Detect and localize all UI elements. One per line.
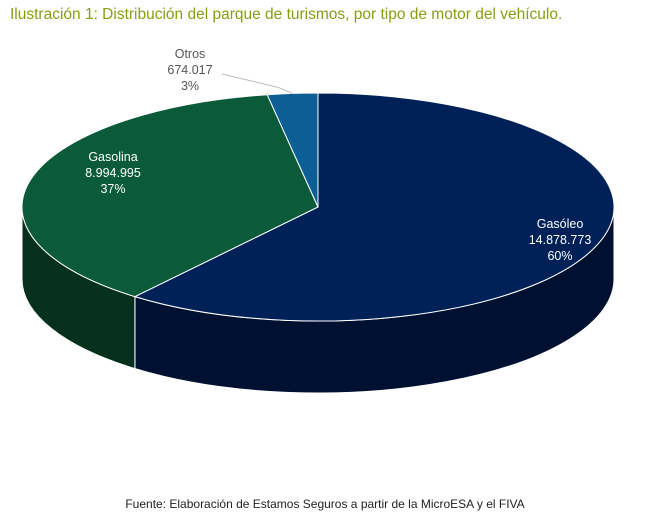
pie-tops: [21, 92, 615, 322]
source-note: Fuente: Elaboración de Estamos Seguros a…: [125, 497, 525, 511]
slice-label-gasolina: Gasolina 8.994.995 37%: [85, 150, 141, 196]
pie-labels: Gasóleo 14.878.773 60% Gasolina 8.994.995 37%…: [85, 47, 591, 263]
chart-title: Ilustración 1: Distribución del parque d…: [10, 6, 563, 23]
slice-label-gasóleo: Gasóleo 14.878.773 60%: [529, 217, 592, 263]
slice-label-otros: Otros 674.017 3%: [167, 47, 212, 93]
leader-line-otros: [221, 73, 293, 94]
pie-slice-gasolina: [21, 94, 319, 298]
pie-slice-gasóleo: [133, 92, 615, 322]
